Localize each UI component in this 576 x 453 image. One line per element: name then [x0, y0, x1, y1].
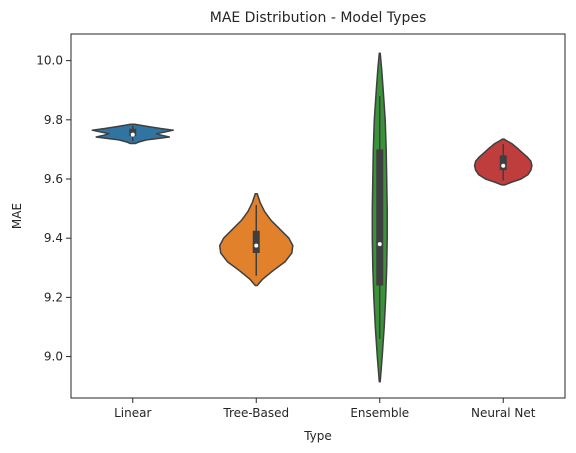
x-tick-label: Linear [114, 406, 151, 420]
y-tick-label: 9.0 [44, 350, 63, 364]
violin-median-point [130, 132, 135, 137]
axes-frame [70, 33, 566, 399]
violin-median-point [501, 163, 506, 168]
y-tick-label: 9.6 [44, 172, 63, 186]
x-axis: Linear Tree-Based Ensemble Neural Net [114, 398, 536, 420]
violin-iqr-box [499, 155, 507, 171]
violin-iqr-box [376, 149, 384, 286]
violin-median-point [377, 242, 382, 247]
violin-iqr-box [129, 128, 137, 137]
y-tick-label: 10.0 [36, 54, 63, 68]
violin-iqr-box [252, 230, 260, 253]
y-tick-label: 9.2 [44, 290, 63, 304]
chart-title: MAE Distribution - Model Types [210, 10, 427, 26]
x-tick-label: Ensemble [350, 406, 409, 420]
violin-median-point [254, 243, 259, 248]
plot-area [91, 52, 533, 383]
y-tick-label: 9.8 [44, 113, 63, 127]
y-axis: 9.0 9.2 9.4 9.6 9.8 10.0 [36, 54, 71, 364]
y-axis-title: MAE [10, 203, 24, 229]
x-axis-title: Type [303, 429, 332, 443]
y-tick-label: 9.4 [44, 231, 63, 245]
x-tick-label: Neural Net [471, 406, 536, 420]
x-tick-label: Tree-Based [222, 406, 289, 420]
